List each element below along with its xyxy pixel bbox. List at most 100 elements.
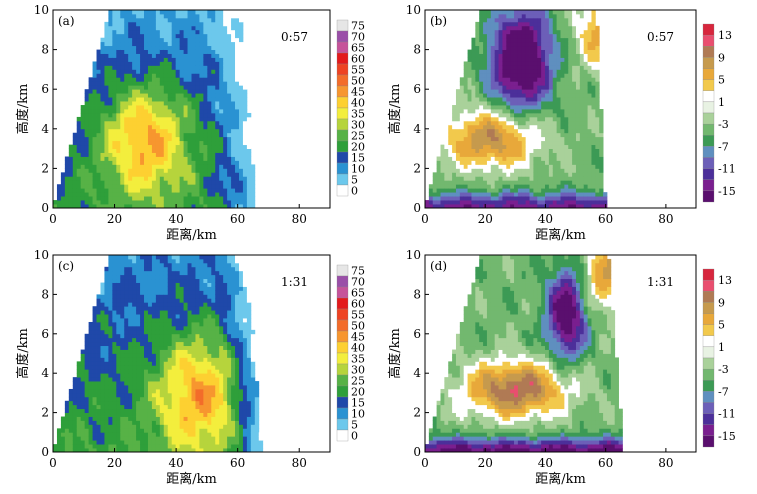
heatmap-cell	[215, 93, 220, 98]
heatmap-cell	[132, 180, 137, 185]
heatmap-cell	[579, 128, 585, 134]
heatmap-cell	[199, 101, 204, 106]
heatmap-cell	[147, 120, 153, 126]
heatmap-cell	[436, 164, 441, 169]
heatmap-cell	[444, 192, 449, 197]
heatmap-cell	[132, 270, 137, 276]
heatmap-cell	[486, 73, 492, 78]
heatmap-cell	[175, 10, 181, 15]
heatmap-cell	[80, 144, 86, 149]
heatmap-cell	[60, 192, 66, 197]
heatmap-cell	[96, 436, 101, 441]
heatmap-cell	[144, 448, 149, 453]
heatmap-cell	[56, 440, 62, 445]
heatmap-cell	[120, 329, 125, 335]
heatmap-cell	[525, 45, 530, 50]
heatmap-cell	[591, 200, 596, 205]
heatmap-cell	[124, 148, 129, 153]
heatmap-cell	[167, 89, 173, 94]
heatmap-cell	[183, 176, 188, 181]
heatmap-cell	[124, 400, 129, 406]
heatmap-cell	[199, 45, 204, 50]
heatmap-cell	[579, 109, 585, 114]
heatmap-cell	[108, 25, 113, 31]
heatmap-cell	[525, 152, 530, 157]
heatmap-cell	[556, 120, 561, 126]
heatmap-cell	[151, 196, 157, 201]
heatmap-cell	[223, 144, 228, 149]
heatmap-cell	[187, 192, 192, 197]
heatmap-cell	[223, 45, 228, 50]
heatmap-cell	[167, 196, 173, 201]
heatmap-cell	[163, 85, 169, 90]
heatmap-cell	[537, 13, 542, 19]
heatmap-cell	[140, 21, 145, 27]
heatmap-cell	[195, 53, 200, 58]
heatmap-cell	[175, 53, 181, 58]
heatmap-cell	[506, 13, 511, 19]
heatmap-cell	[223, 10, 228, 15]
heatmap-cell	[502, 61, 507, 66]
heatmap-cell	[72, 420, 78, 425]
heatmap-cell	[124, 282, 129, 287]
heatmap-cell	[159, 196, 165, 201]
heatmap-cell	[116, 132, 121, 138]
heatmap-cell	[203, 65, 208, 70]
heatmap-cell	[533, 116, 538, 122]
heatmap-cell	[219, 101, 224, 106]
heatmap-cell	[116, 428, 121, 433]
heatmap-cell	[116, 116, 121, 122]
heatmap-cell	[132, 45, 137, 50]
heatmap-cell	[183, 69, 188, 74]
heatmap-cell	[96, 93, 101, 98]
heatmap-cell	[159, 45, 165, 50]
heatmap-cell	[548, 172, 554, 177]
heatmap-cell	[227, 204, 232, 209]
heatmap-cell	[155, 128, 161, 134]
heatmap-cell	[568, 120, 573, 126]
heatmap-cell	[171, 128, 177, 134]
heatmap-cell	[175, 188, 181, 193]
heatmap-cell	[171, 101, 177, 106]
heatmap-cell	[211, 132, 216, 138]
heatmap-cell	[112, 282, 117, 287]
heatmap-cell	[92, 432, 97, 437]
heatmap-cell	[140, 144, 145, 149]
heatmap-cell	[104, 353, 109, 358]
heatmap-cell	[96, 65, 101, 70]
heatmap-cell	[219, 136, 224, 142]
heatmap-cell	[136, 152, 141, 157]
heatmap-cell	[136, 373, 141, 378]
heatmap-cell	[136, 61, 141, 66]
heatmap-cell	[568, 101, 573, 106]
heatmap-cell	[104, 440, 109, 445]
heatmap-cell	[88, 321, 93, 327]
heatmap-cell	[124, 357, 129, 362]
heatmap-cell	[100, 448, 105, 453]
heatmap-cell	[92, 377, 97, 382]
heatmap-cell	[459, 148, 465, 153]
heatmap-cell	[552, 124, 558, 130]
heatmap-cell	[463, 81, 468, 86]
heatmap-cell	[223, 37, 228, 43]
heatmap-cell	[219, 124, 224, 130]
heatmap-cell	[572, 45, 577, 50]
heatmap-cell	[587, 93, 592, 98]
heatmap-cell	[88, 140, 93, 146]
heatmap-cell	[514, 128, 519, 134]
heatmap-cell	[207, 85, 212, 90]
heatmap-cell	[124, 97, 129, 102]
heatmap-cell	[463, 172, 468, 177]
heatmap-cell	[231, 196, 236, 201]
heatmap-cell	[136, 298, 141, 303]
heatmap-cell	[68, 188, 74, 193]
heatmap-cell	[195, 204, 200, 209]
heatmap-cell	[72, 428, 78, 433]
heatmap-cell	[521, 176, 527, 181]
heatmap-cell	[502, 164, 507, 169]
y-tick-label: 6	[413, 82, 421, 96]
heatmap-cell	[88, 109, 93, 114]
heatmap-cell	[191, 10, 196, 15]
heatmap-cell	[560, 192, 565, 197]
